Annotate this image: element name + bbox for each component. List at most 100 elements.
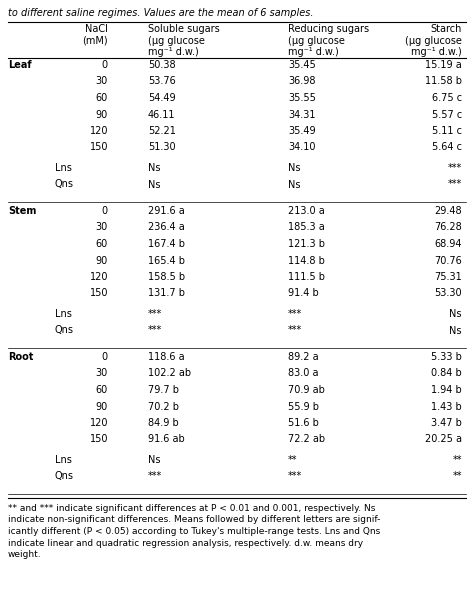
Text: ***: *** [148, 326, 162, 335]
Text: 0.84 b: 0.84 b [431, 368, 462, 378]
Text: 3.47 b: 3.47 b [431, 418, 462, 428]
Text: Soluble sugars
(μg glucose
mg⁻¹ d.w.): Soluble sugars (μg glucose mg⁻¹ d.w.) [148, 24, 220, 57]
Text: 36.98: 36.98 [288, 76, 316, 86]
Text: Lns: Lns [55, 455, 72, 465]
Text: 158.5 b: 158.5 b [148, 272, 185, 282]
Text: 51.6 b: 51.6 b [288, 418, 319, 428]
Text: ***: *** [288, 326, 302, 335]
Text: Root: Root [8, 352, 33, 362]
Text: 111.5 b: 111.5 b [288, 272, 325, 282]
Text: Qns: Qns [55, 179, 74, 190]
Text: Ns: Ns [148, 455, 161, 465]
Text: 1.94 b: 1.94 b [431, 385, 462, 395]
Text: 53.76: 53.76 [148, 76, 176, 86]
Text: 15.19 a: 15.19 a [425, 60, 462, 70]
Text: 114.8 b: 114.8 b [288, 255, 325, 266]
Text: 35.45: 35.45 [288, 60, 316, 70]
Text: 52.21: 52.21 [148, 126, 176, 136]
Text: 70.76: 70.76 [434, 255, 462, 266]
Text: weight.: weight. [8, 550, 42, 559]
Text: Starch
(μg glucose
mg⁻¹ d.w.): Starch (μg glucose mg⁻¹ d.w.) [405, 24, 462, 57]
Text: 60: 60 [96, 93, 108, 103]
Text: 54.49: 54.49 [148, 93, 176, 103]
Text: 76.28: 76.28 [434, 223, 462, 233]
Text: 120: 120 [90, 272, 108, 282]
Text: 91.6 ab: 91.6 ab [148, 435, 185, 444]
Text: ***: *** [288, 309, 302, 319]
Text: 5.33 b: 5.33 b [431, 352, 462, 362]
Text: 70.2 b: 70.2 b [148, 401, 179, 411]
Text: ***: *** [448, 179, 462, 190]
Text: ***: *** [148, 471, 162, 482]
Text: 5.64 c: 5.64 c [432, 143, 462, 152]
Text: 50.38: 50.38 [148, 60, 176, 70]
Text: 150: 150 [90, 143, 108, 152]
Text: Ns: Ns [449, 309, 462, 319]
Text: 68.94: 68.94 [435, 239, 462, 249]
Text: ***: *** [148, 309, 162, 319]
Text: 89.2 a: 89.2 a [288, 352, 319, 362]
Text: 90: 90 [96, 255, 108, 266]
Text: 5.11 c: 5.11 c [432, 126, 462, 136]
Text: indicate non-significant differences. Means followed by different letters are si: indicate non-significant differences. Me… [8, 515, 380, 524]
Text: 83.0 a: 83.0 a [288, 368, 319, 378]
Text: Ns: Ns [148, 163, 161, 173]
Text: Reducing sugars
(μg glucose
mg⁻¹ d.w.): Reducing sugars (μg glucose mg⁻¹ d.w.) [288, 24, 369, 57]
Text: **: ** [453, 455, 462, 465]
Text: 150: 150 [90, 288, 108, 299]
Text: 91.4 b: 91.4 b [288, 288, 319, 299]
Text: Qns: Qns [55, 471, 74, 482]
Text: 0: 0 [102, 206, 108, 216]
Text: 46.11: 46.11 [148, 110, 175, 119]
Text: to different saline regimes. Values are the mean of 6 samples.: to different saline regimes. Values are … [8, 8, 313, 18]
Text: 30: 30 [96, 76, 108, 86]
Text: 6.75 c: 6.75 c [432, 93, 462, 103]
Text: Ns: Ns [148, 179, 161, 190]
Text: 60: 60 [96, 239, 108, 249]
Text: 79.7 b: 79.7 b [148, 385, 179, 395]
Text: indicate linear and quadratic regression analysis, respectively. d.w. means dry: indicate linear and quadratic regression… [8, 539, 363, 548]
Text: 35.55: 35.55 [288, 93, 316, 103]
Text: 1.43 b: 1.43 b [431, 401, 462, 411]
Text: Ns: Ns [288, 179, 301, 190]
Text: 34.10: 34.10 [288, 143, 316, 152]
Text: 84.9 b: 84.9 b [148, 418, 179, 428]
Text: 51.30: 51.30 [148, 143, 176, 152]
Text: 60: 60 [96, 385, 108, 395]
Text: 291.6 a: 291.6 a [148, 206, 185, 216]
Text: 120: 120 [90, 418, 108, 428]
Text: ** and *** indicate significant differences at P < 0.01 and 0.001, respectively.: ** and *** indicate significant differen… [8, 504, 375, 513]
Text: NaCl
(mM): NaCl (mM) [82, 24, 108, 46]
Text: Stem: Stem [8, 206, 36, 216]
Text: icantly different (P < 0.05) according to Tukey's multiple-range tests. Lns and : icantly different (P < 0.05) according t… [8, 527, 380, 536]
Text: 30: 30 [96, 368, 108, 378]
Text: **: ** [288, 455, 298, 465]
Text: 236.4 a: 236.4 a [148, 223, 185, 233]
Text: 185.3 a: 185.3 a [288, 223, 325, 233]
Text: 0: 0 [102, 60, 108, 70]
Text: 30: 30 [96, 223, 108, 233]
Text: 11.58 b: 11.58 b [425, 76, 462, 86]
Text: 35.49: 35.49 [288, 126, 316, 136]
Text: **: ** [453, 471, 462, 482]
Text: 5.57 c: 5.57 c [432, 110, 462, 119]
Text: 165.4 b: 165.4 b [148, 255, 185, 266]
Text: 150: 150 [90, 435, 108, 444]
Text: 102.2 ab: 102.2 ab [148, 368, 191, 378]
Text: Ns: Ns [288, 163, 301, 173]
Text: 90: 90 [96, 110, 108, 119]
Text: 120: 120 [90, 126, 108, 136]
Text: 55.9 b: 55.9 b [288, 401, 319, 411]
Text: 72.2 ab: 72.2 ab [288, 435, 325, 444]
Text: 75.31: 75.31 [434, 272, 462, 282]
Text: 34.31: 34.31 [288, 110, 316, 119]
Text: 131.7 b: 131.7 b [148, 288, 185, 299]
Text: 20.25 a: 20.25 a [425, 435, 462, 444]
Text: ***: *** [288, 471, 302, 482]
Text: 70.9 ab: 70.9 ab [288, 385, 325, 395]
Text: Leaf: Leaf [8, 60, 32, 70]
Text: 213.0 a: 213.0 a [288, 206, 325, 216]
Text: Qns: Qns [55, 326, 74, 335]
Text: 121.3 b: 121.3 b [288, 239, 325, 249]
Text: 53.30: 53.30 [434, 288, 462, 299]
